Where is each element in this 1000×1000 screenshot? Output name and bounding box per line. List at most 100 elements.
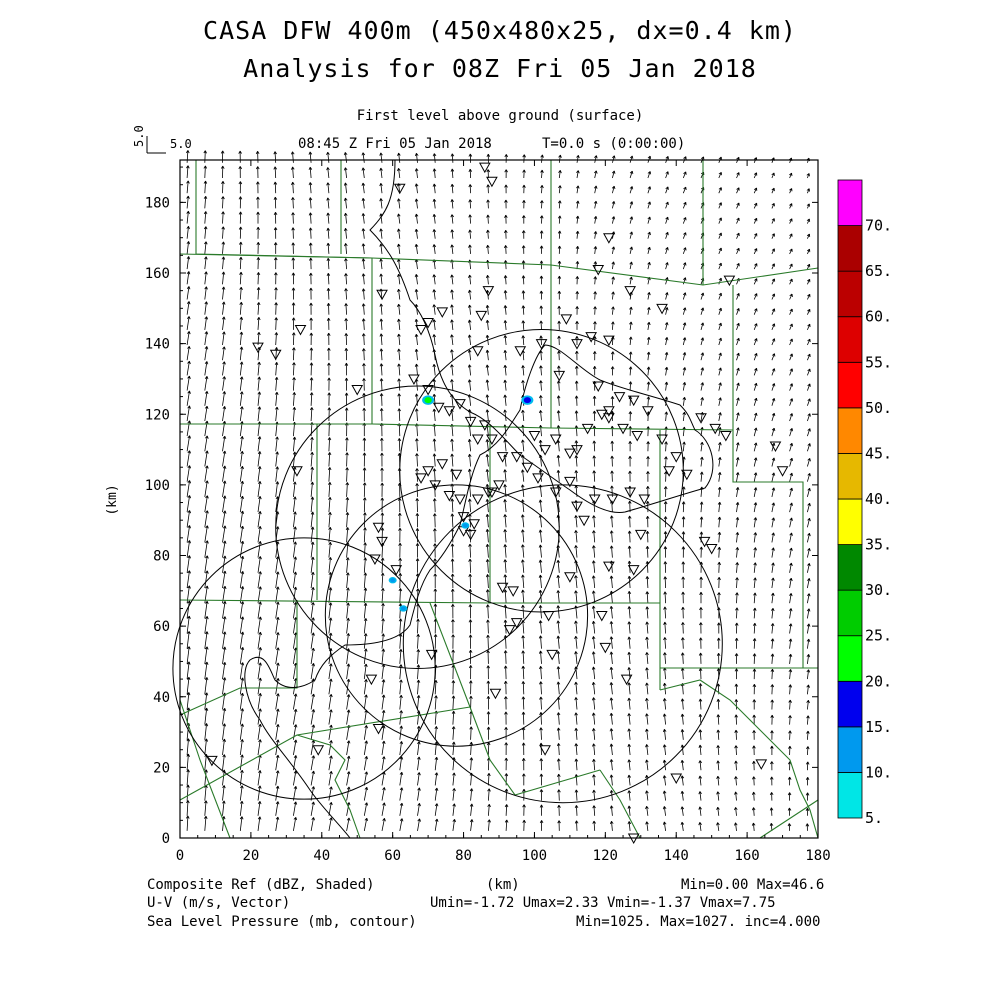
station-marker [532,473,544,484]
y-axis-label: (km) [105,484,120,515]
y-tick-label: 100 [145,478,170,494]
station-marker [642,406,654,417]
station-marker [723,275,736,287]
station-marker [546,649,559,661]
echo-core [400,606,406,611]
station-marker [595,611,608,622]
station-marker [496,452,509,463]
range-ring-5 [402,484,723,804]
colorbar-label: 45. [865,444,892,462]
colorbar-swatch [837,361,863,409]
x-axis-label: (km) [486,877,520,893]
wind-vectors [185,150,811,831]
station-marker [549,487,562,498]
station-marker [482,286,495,297]
station-marker [670,452,683,463]
station-marker [539,745,551,756]
station-marker [365,674,378,686]
model-time: T=0.0 s (0:00:00) [542,136,686,152]
station-marker [507,586,520,597]
station-marker [613,392,626,403]
station-marker [478,162,491,174]
station-marker [510,452,523,463]
colorbar-label: 40. [865,490,892,508]
station-marker [312,745,325,756]
station-marker [457,512,470,523]
station-marker [599,642,612,654]
station-marker [627,565,640,576]
station-marker [656,303,668,315]
reference-vector: 5.0 5.0 [132,125,192,154]
reflectivity-echoes [388,395,534,612]
range-ring-4 [324,484,589,747]
station-marker [564,572,576,583]
station-marker [681,469,693,481]
x-tick-label: 100 [522,848,547,864]
station-marker [252,342,264,354]
colorbar-swatch [837,498,863,545]
station-marker [603,413,615,424]
colorbar-swatch [837,772,863,819]
station-marker [528,430,541,442]
station-marker [603,561,615,573]
radar-range-rings [172,329,723,804]
station-marker [514,346,527,357]
ref-vector-label-vertical: 5.0 [132,125,146,147]
colorbar-label: 65. [865,262,892,280]
station-marker [624,286,636,297]
x-tick-label: 160 [734,848,759,864]
x-tick-label: 0 [176,848,184,864]
station-marker [695,413,707,424]
station-marker [291,466,303,477]
y-tick-label: 0 [162,831,170,847]
station-marker [603,233,615,244]
footer-field-ref: Composite Ref (dBZ, Shaded) [147,877,375,893]
station-marker [478,420,491,431]
x-tick-label: 140 [664,848,689,864]
colorbar-swatch [837,270,863,318]
colorbar-label: 10. [865,763,892,781]
subtitle-level: First level above ground (surface) [356,108,644,124]
station-marker [585,332,598,343]
station-marker [464,416,477,428]
valid-time: 08:45 Z Fri 05 Jan 2018 [298,136,492,152]
station-marker [489,688,502,700]
colorbar-swatch [837,407,863,454]
colorbar-swatch [837,544,863,591]
colorbar-label: 35. [865,536,892,554]
station-marker [351,385,364,396]
wind-stats: Umin=-1.72 Umax=2.33 Vmin=-1.37 Vmax=7.7… [430,895,776,911]
station-marker [581,423,594,435]
range-ring-2 [275,385,560,669]
x-axis-ticks: 0 20 40 60 80 100 120 140 160 180 [176,160,831,864]
station-marker [709,423,722,435]
station-marker [496,582,509,594]
station-marker [624,487,636,498]
station-marker [620,674,633,686]
colorbar-label: 60. [865,308,892,326]
station-marker [206,755,218,767]
station-marker [521,462,534,474]
echo-core [424,397,432,404]
station-marker [372,724,385,735]
station-marker [422,317,434,329]
station-marker [429,480,442,491]
title-line-1: CASA DFW 400m (450x480x25, dx=0.4 km) [203,16,797,45]
echo-core [390,578,396,583]
station-marker [578,515,590,527]
station-marker [486,176,498,188]
station-marker [606,494,619,506]
station-marker [592,381,605,393]
station-marker [422,385,434,396]
colorbar-swatch [837,225,863,272]
station-marker [755,759,768,770]
colorbar-label: 70. [865,217,892,235]
station-marker [670,773,683,784]
station-marker [432,402,445,414]
title-line-2: Analysis for 08Z Fri 05 Jan 2018 [243,54,757,83]
station-marker [627,395,640,407]
station-marker [415,473,427,484]
station-marker [436,307,449,318]
station-marker [617,423,629,435]
